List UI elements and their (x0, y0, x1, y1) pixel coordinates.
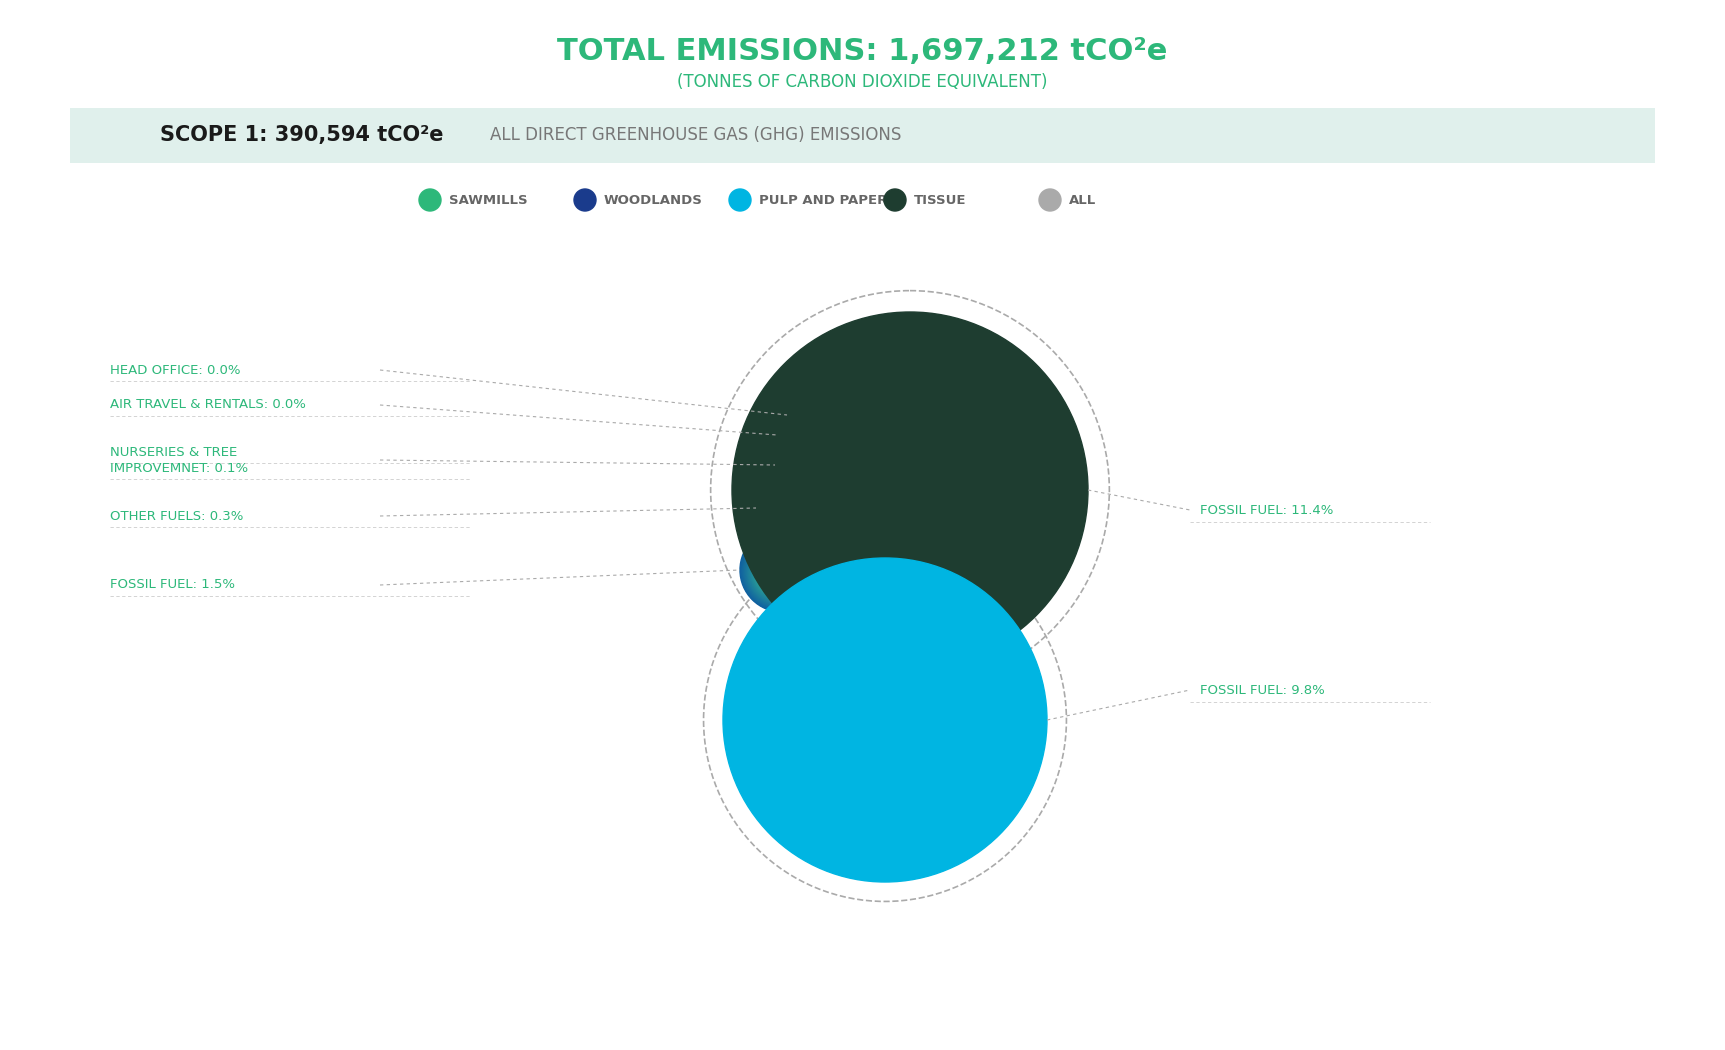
Text: (TONNES OF CARBON DIOXIDE EQUIVALENT): (TONNES OF CARBON DIOXIDE EQUIVALENT) (678, 74, 1047, 91)
Circle shape (768, 572, 778, 583)
Circle shape (742, 531, 819, 609)
Text: TISSUE: TISSUE (914, 193, 966, 207)
Circle shape (762, 565, 787, 588)
Circle shape (749, 543, 809, 602)
Text: SCOPE 1: 390,594 tCO²e: SCOPE 1: 390,594 tCO²e (160, 126, 443, 146)
Text: ALL: ALL (1070, 193, 1097, 207)
Text: FOSSIL FUEL: 9.8%: FOSSIL FUEL: 9.8% (1201, 684, 1325, 696)
Circle shape (769, 574, 776, 581)
Text: FOSSIL FUEL: 11.4%: FOSSIL FUEL: 11.4% (1201, 504, 1333, 517)
Text: FOSSIL FUEL: 1.5%: FOSSIL FUEL: 1.5% (110, 579, 235, 591)
Circle shape (759, 560, 792, 591)
Circle shape (750, 546, 806, 601)
Circle shape (776, 427, 794, 443)
Circle shape (771, 578, 773, 580)
Circle shape (730, 189, 750, 211)
Circle shape (754, 549, 802, 597)
Circle shape (747, 540, 812, 605)
Circle shape (723, 558, 1047, 882)
Circle shape (766, 569, 781, 584)
Text: SAWMILLS: SAWMILLS (448, 193, 528, 207)
Circle shape (752, 547, 804, 600)
Circle shape (745, 536, 816, 607)
Circle shape (1038, 189, 1061, 211)
Circle shape (750, 544, 807, 601)
Circle shape (883, 189, 906, 211)
Circle shape (757, 555, 795, 593)
Circle shape (749, 541, 811, 604)
Circle shape (740, 528, 825, 612)
Circle shape (761, 562, 788, 589)
Circle shape (769, 575, 775, 580)
Text: OTHER FUELS: 0.3%: OTHER FUELS: 0.3% (110, 509, 243, 523)
Circle shape (768, 571, 780, 584)
FancyBboxPatch shape (71, 108, 1654, 163)
Circle shape (754, 550, 800, 596)
Circle shape (775, 452, 800, 478)
Circle shape (731, 312, 1088, 668)
Circle shape (752, 548, 804, 598)
Text: PULP AND PAPER: PULP AND PAPER (759, 193, 887, 207)
Circle shape (756, 553, 797, 595)
Circle shape (743, 534, 818, 608)
Circle shape (761, 561, 790, 590)
Circle shape (743, 533, 819, 609)
Circle shape (757, 556, 794, 592)
Text: HEAD OFFICE: 0.0%: HEAD OFFICE: 0.0% (110, 363, 240, 377)
Text: NURSERIES & TREE
IMPROVEMNET: 0.1%: NURSERIES & TREE IMPROVEMNET: 0.1% (110, 445, 248, 475)
Text: ALL DIRECT GREENHOUSE GAS (GHG) EMISSIONS: ALL DIRECT GREENHOUSE GAS (GHG) EMISSION… (490, 126, 902, 145)
Circle shape (745, 537, 814, 606)
Text: TOTAL EMISSIONS: 1,697,212 tCO²e: TOTAL EMISSIONS: 1,697,212 tCO²e (557, 38, 1168, 66)
Circle shape (764, 566, 785, 587)
Circle shape (762, 563, 787, 588)
Circle shape (747, 538, 814, 605)
Text: AIR TRAVEL & RENTALS: 0.0%: AIR TRAVEL & RENTALS: 0.0% (110, 399, 305, 412)
Circle shape (787, 407, 804, 423)
Circle shape (419, 189, 442, 211)
Circle shape (742, 530, 821, 610)
Circle shape (749, 542, 809, 603)
Circle shape (768, 573, 776, 582)
Circle shape (757, 554, 797, 594)
Circle shape (756, 486, 800, 530)
Text: WOODLANDS: WOODLANDS (604, 193, 702, 207)
Circle shape (759, 559, 792, 592)
Circle shape (756, 552, 799, 596)
Circle shape (574, 189, 597, 211)
Circle shape (766, 568, 781, 585)
Circle shape (764, 567, 783, 586)
Circle shape (740, 529, 823, 611)
